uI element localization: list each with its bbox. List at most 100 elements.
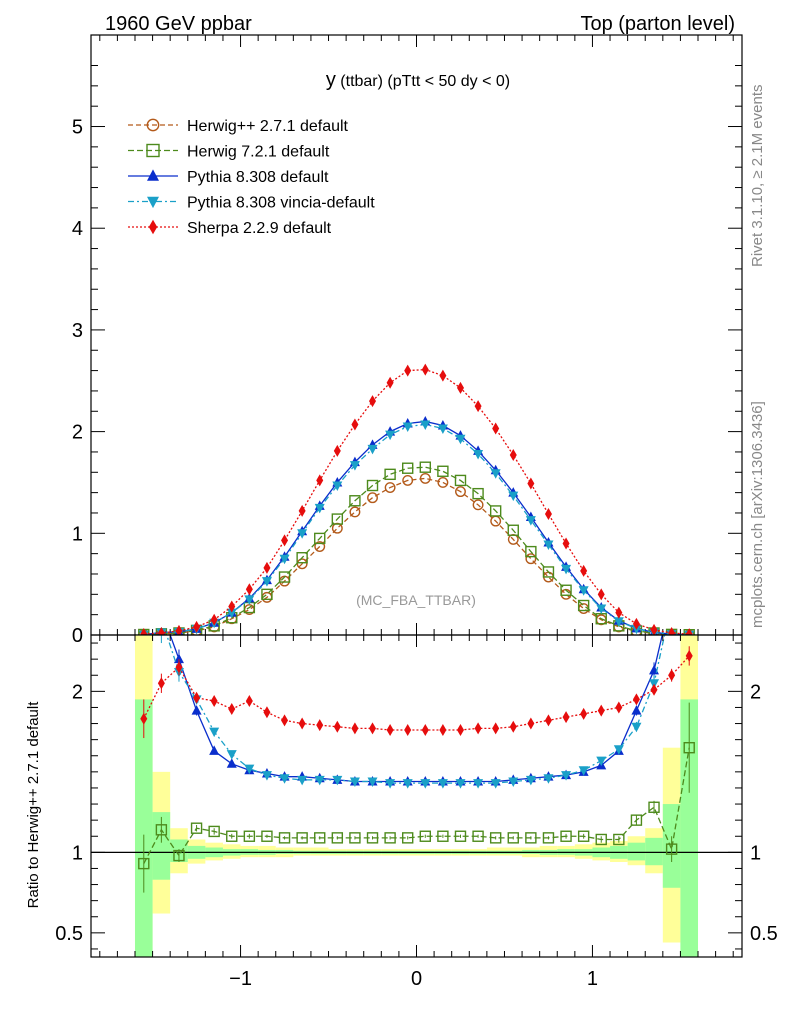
data-point: [561, 564, 572, 575]
ratio-point: [139, 557, 149, 567]
ratio-point: [386, 723, 394, 736]
ratio-point: [349, 777, 360, 788]
data-point: [367, 492, 378, 504]
data-point: [228, 600, 236, 613]
data-point: [472, 499, 484, 511]
data-point: [578, 586, 589, 596]
data-point: [509, 449, 517, 461]
ratio-point: [613, 745, 624, 755]
ratio-point: [157, 677, 165, 690]
legend-label: Herwig++ 2.7.1 default: [187, 118, 349, 135]
ratio-point: [578, 766, 589, 776]
legend-label: Pythia 8.308 vincia-default: [187, 195, 375, 212]
y-tick-label: 2: [72, 422, 83, 444]
ratio-point: [209, 727, 220, 738]
ratio-point: [402, 779, 413, 789]
main-series-group: [138, 363, 695, 635]
ratio-y-tick-label-right: 2: [750, 681, 761, 703]
data-point: [454, 474, 467, 487]
data-point: [349, 506, 361, 518]
ratio-point: [597, 704, 605, 717]
ratio-point: [366, 832, 379, 844]
ratio-point: [473, 779, 484, 789]
ratio-point: [631, 722, 642, 733]
ratio-point: [684, 551, 694, 561]
ratio-point: [156, 615, 166, 625]
legend-label: Herwig 7.2.1 default: [187, 144, 330, 161]
title-rest: (ttbar) (pTtt < 50 dy < 0): [336, 73, 510, 90]
legend-label: Pythia 8.308 default: [187, 169, 329, 186]
data-point: [507, 524, 519, 536]
data-point: [386, 376, 394, 389]
ratio-point: [226, 758, 237, 768]
ratio-point: [316, 719, 324, 732]
legend-marker: [146, 118, 160, 132]
ratio-point: [419, 830, 431, 842]
ratio-point: [525, 775, 536, 786]
ratio-point: [369, 722, 377, 735]
data-point: [596, 604, 607, 615]
ratio-point: [509, 720, 517, 733]
ratio-point: [560, 830, 572, 842]
ratio-point: [667, 599, 677, 609]
ratio-point: [668, 669, 676, 682]
rivet-label: Rivet 3.1.10, ≥ 2.1M events: [749, 85, 766, 268]
data-point: [419, 461, 431, 473]
x-tick-label: 1: [587, 968, 598, 990]
ratio-point: [351, 722, 359, 735]
data-point: [331, 513, 344, 525]
ratio-point: [190, 822, 203, 834]
ratio-point: [683, 742, 695, 754]
ratio-point: [297, 775, 308, 786]
ratio-point: [173, 849, 185, 862]
ratio-point: [140, 712, 148, 725]
y-tick-label: 3: [72, 320, 83, 342]
ratio-point: [281, 714, 289, 727]
data-point: [439, 369, 447, 382]
ratio-point: [577, 830, 590, 842]
ratio-point: [263, 706, 271, 719]
data-point: [140, 627, 148, 635]
uncertainty-band-green: [627, 842, 646, 861]
data-point: [366, 479, 379, 492]
data-point: [455, 434, 466, 445]
data-point: [404, 364, 412, 377]
data-point: [580, 564, 588, 577]
data-point: [419, 472, 431, 484]
ratio-point: [439, 723, 447, 736]
data-point: [314, 541, 326, 552]
ratio-point: [650, 683, 658, 696]
ratio-point: [296, 832, 308, 844]
ratio-point: [437, 830, 449, 842]
legend-marker: [146, 143, 160, 158]
ratio-point: [630, 814, 643, 826]
ratio-series-line: [143, 655, 690, 731]
ratio-point: [402, 832, 414, 844]
ratio-point: [580, 707, 588, 720]
data-point: [490, 469, 501, 479]
uncertainty-band-green: [134, 699, 153, 957]
ratio-point: [543, 774, 554, 784]
data-point: [455, 486, 466, 498]
ratio-y-label: Ratio to Herwig++ 2.7.1 default: [25, 701, 42, 909]
ratio-point: [226, 830, 238, 842]
ratio-point: [492, 722, 500, 735]
y-tick-label: 1: [72, 523, 83, 545]
data-point: [525, 545, 537, 558]
ratio-point: [245, 695, 253, 708]
ratio-point: [228, 703, 236, 716]
data-point: [349, 495, 361, 507]
data-point: [402, 462, 414, 474]
data-point: [508, 491, 519, 502]
plot-title: y (ttbar) (pTtt < 50 dy < 0): [326, 69, 510, 91]
ratio-point: [527, 717, 535, 730]
ratio-y-tick-label: 2: [72, 681, 83, 703]
data-point: [402, 422, 413, 433]
ratio-point: [596, 756, 607, 767]
series-line: [143, 466, 690, 635]
y-tick-label: 4: [72, 218, 83, 240]
ratio-point: [155, 824, 168, 836]
ratio-point: [333, 720, 341, 733]
data-point: [333, 444, 341, 457]
